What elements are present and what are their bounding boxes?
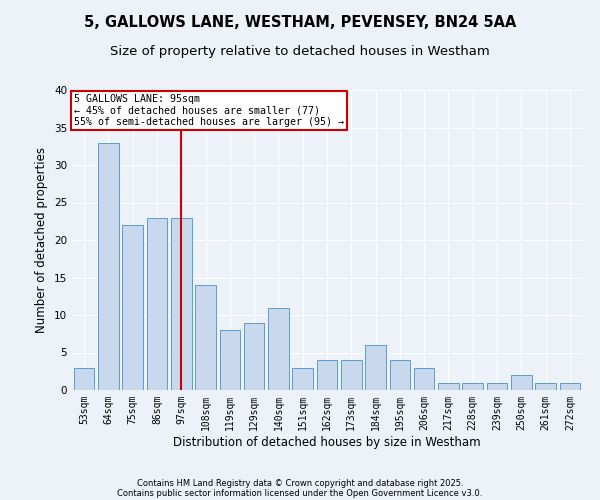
Bar <box>146 218 167 390</box>
Bar <box>414 368 434 390</box>
Bar <box>389 360 410 390</box>
Text: 5 GALLOWS LANE: 95sqm
← 45% of detached houses are smaller (77)
55% of semi-deta: 5 GALLOWS LANE: 95sqm ← 45% of detached … <box>74 94 344 127</box>
Bar <box>487 382 508 390</box>
Text: Contains HM Land Registry data © Crown copyright and database right 2025.: Contains HM Land Registry data © Crown c… <box>137 478 463 488</box>
X-axis label: Distribution of detached houses by size in Westham: Distribution of detached houses by size … <box>173 436 481 448</box>
Bar <box>220 330 240 390</box>
Bar <box>511 375 532 390</box>
Bar <box>560 382 580 390</box>
Bar <box>438 382 459 390</box>
Bar <box>341 360 362 390</box>
Bar <box>317 360 337 390</box>
Bar <box>74 368 94 390</box>
Bar <box>244 322 265 390</box>
Text: 5, GALLOWS LANE, WESTHAM, PEVENSEY, BN24 5AA: 5, GALLOWS LANE, WESTHAM, PEVENSEY, BN24… <box>84 15 516 30</box>
Bar <box>292 368 313 390</box>
Bar <box>195 285 216 390</box>
Bar <box>463 382 483 390</box>
Text: Size of property relative to detached houses in Westham: Size of property relative to detached ho… <box>110 45 490 58</box>
Bar <box>171 218 191 390</box>
Bar <box>98 142 119 390</box>
Bar <box>535 382 556 390</box>
Y-axis label: Number of detached properties: Number of detached properties <box>35 147 49 333</box>
Bar <box>365 345 386 390</box>
Bar <box>122 225 143 390</box>
Text: Contains public sector information licensed under the Open Government Licence v3: Contains public sector information licen… <box>118 488 482 498</box>
Bar <box>268 308 289 390</box>
